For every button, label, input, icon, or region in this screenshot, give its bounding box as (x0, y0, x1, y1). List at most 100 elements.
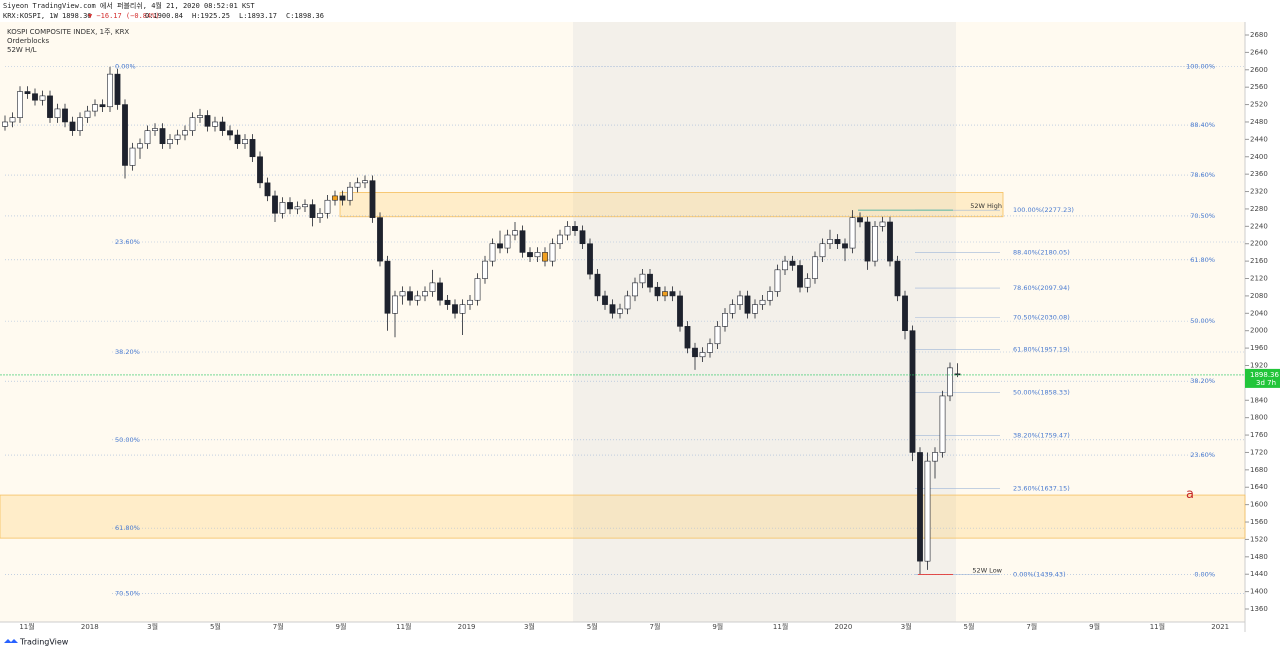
candle-body (834, 239, 841, 245)
candle-body (849, 217, 856, 249)
candle-body (864, 221, 871, 262)
low: L:1893.17 (239, 12, 277, 20)
x-tick-label: 7월 (650, 622, 661, 631)
x-tick-label: 11월 (19, 622, 34, 631)
candle-body (144, 130, 151, 145)
candle-body (129, 147, 136, 166)
annotation: 52W Low (972, 566, 1002, 574)
candle-body (77, 117, 83, 131)
candle-body (212, 121, 218, 127)
candle-body (197, 115, 203, 118)
candle-body (729, 304, 736, 314)
candle-body (549, 243, 556, 262)
candle-body (137, 143, 143, 149)
candle-body (744, 295, 751, 314)
fib-label: 100.00%(2277.23) (1013, 206, 1074, 214)
candle-body (384, 260, 391, 314)
close: C:1898.36 (286, 12, 324, 20)
y-tick-label: 2080 (1250, 292, 1268, 300)
x-tick-label: 3월 (901, 622, 912, 631)
x-tick-label: 2018 (81, 623, 99, 631)
y-tick-label: 1520 (1250, 535, 1268, 543)
price-label: 1898.36 (1250, 371, 1279, 379)
candle-body (939, 395, 946, 453)
x-tick-label: 3월 (524, 622, 535, 631)
candle-body (414, 295, 421, 301)
candle-body (632, 282, 638, 297)
candle-body (444, 299, 451, 305)
change: ▼ −16.17 (−0.84%) (88, 12, 160, 20)
candle-body (309, 204, 316, 218)
fib-label: 50.00% (1190, 317, 1215, 325)
candle-body (767, 291, 773, 301)
y-tick-label: 2160 (1250, 257, 1268, 265)
y-tick-label: 1760 (1250, 431, 1268, 439)
y-tick-label: 2200 (1250, 240, 1268, 248)
x-tick-label: 3월 (147, 622, 158, 631)
y-tick-label: 2040 (1250, 309, 1268, 317)
candle-body (39, 95, 46, 101)
y-tick-label: 2000 (1250, 327, 1268, 335)
fib-label: 23.60% (115, 238, 140, 246)
candle-body (624, 295, 631, 310)
candle-body (114, 73, 121, 105)
candle-body (437, 282, 443, 301)
y-tick-label: 1720 (1250, 448, 1268, 456)
candle-body (797, 265, 803, 288)
candle-body (339, 195, 346, 201)
candle-body (17, 91, 23, 118)
legend-item: Orderblocks (7, 37, 49, 45)
candle-body (459, 304, 466, 314)
y-tick-label: 2280 (1250, 205, 1268, 213)
candle-body (62, 108, 68, 123)
y-tick-label: 1600 (1250, 501, 1268, 509)
y-tick-label: 2240 (1250, 222, 1268, 230)
candle-body (399, 291, 406, 297)
candle-body (932, 452, 938, 462)
candle-body (332, 195, 338, 201)
y-tick-label: 1960 (1250, 344, 1268, 352)
fib-label: 38.20% (1190, 377, 1215, 385)
open: O:1900.84 (145, 12, 183, 20)
candle-body (842, 243, 848, 249)
candle-body (504, 234, 511, 249)
candle-body (917, 452, 923, 562)
x-tick-label: 9월 (712, 622, 723, 631)
y-tick-label: 2360 (1250, 170, 1268, 178)
y-tick-label: 2600 (1250, 66, 1268, 74)
y-tick-label: 2320 (1250, 188, 1268, 196)
countdown: 3d 7h (1256, 379, 1276, 387)
candle-body (482, 260, 488, 279)
candle-body (92, 104, 98, 112)
symbol: KRX:KOSPI, 1W 1898.36 (3, 12, 92, 20)
y-tick-label: 1680 (1250, 466, 1268, 474)
fib-label: 61.80% (1190, 256, 1215, 264)
candle-body (542, 252, 548, 262)
candle-body (879, 221, 886, 227)
candle-body (692, 347, 698, 358)
x-tick-label: 9월 (336, 622, 347, 631)
x-tick-label: 11월 (396, 622, 411, 631)
candle-body (47, 95, 53, 118)
candle-body (707, 343, 713, 353)
order-block-zone (339, 192, 1004, 218)
candle-body (429, 282, 436, 292)
candle-body (647, 273, 653, 288)
candle-body (594, 273, 601, 297)
candle-body (317, 212, 323, 218)
fib-label: 61.80%(1957.19) (1013, 345, 1070, 353)
candle-body (782, 260, 788, 271)
candle-body (602, 295, 608, 305)
candle-body (302, 204, 308, 208)
x-tick-label: 11월 (773, 622, 788, 631)
x-tick-label: 2021 (1211, 623, 1229, 631)
candle-body (557, 234, 563, 245)
candle-body (474, 278, 481, 301)
candle-body (669, 291, 676, 297)
candle-body (587, 243, 593, 275)
candle-body (422, 291, 428, 297)
fib-label: 50.00%(1858.33) (1013, 388, 1070, 396)
x-tick-label: 7월 (273, 622, 284, 631)
